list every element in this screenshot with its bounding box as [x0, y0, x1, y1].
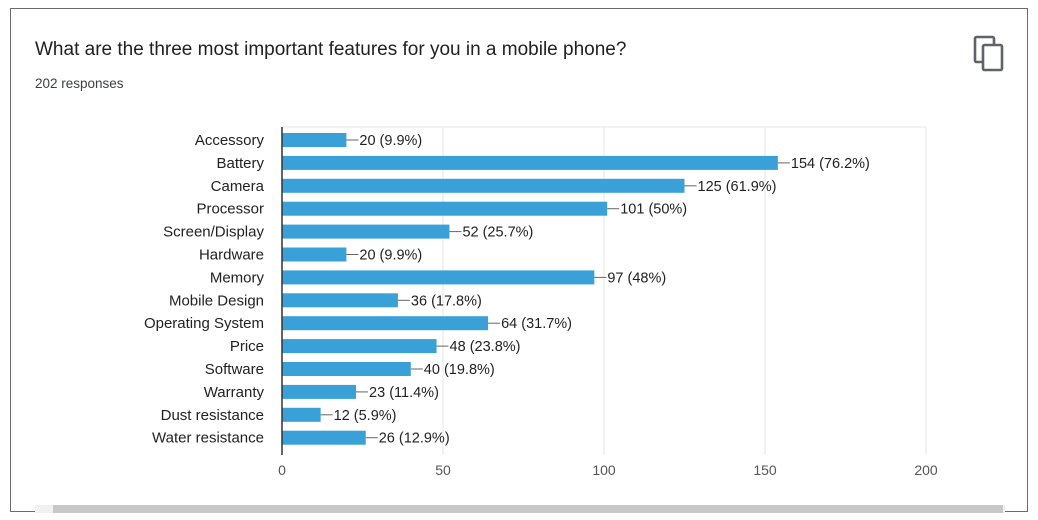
bar [282, 316, 489, 331]
data-label: 48 (23.8%) [450, 339, 521, 355]
bar [282, 270, 595, 285]
data-label: 154 (76.2%) [791, 156, 870, 172]
category-label: Hardware [199, 247, 264, 264]
bar [282, 407, 321, 422]
category-label: Accessory [195, 132, 265, 149]
bar [282, 362, 411, 376]
category-label: Operating System [144, 315, 264, 332]
data-label: 36 (17.8%) [411, 293, 482, 309]
chart-area: 0 50 100 150 200 Accessory 20 (9.9%) Battery 154… [11, 9, 1029, 513]
data-label: 52 (25.7%) [462, 225, 533, 241]
bar [282, 155, 778, 170]
category-label: Dust resistance [161, 407, 264, 424]
bar [282, 201, 608, 216]
data-label: 101 (50%) [620, 202, 687, 218]
category-label: Price [230, 338, 264, 355]
response-count: 202 responses [35, 76, 124, 91]
category-label: Memory [210, 269, 265, 286]
bar [282, 430, 366, 445]
bar [282, 224, 450, 239]
bar [282, 293, 398, 308]
x-tick-label: 200 [914, 462, 938, 478]
category-label: Software [205, 361, 264, 378]
bar [282, 178, 685, 193]
data-label: 40 (19.8%) [424, 362, 495, 378]
category-label: Water resistance [152, 430, 264, 447]
horizontal-scrollbar[interactable] [35, 505, 1005, 513]
question-card: What are the three most important featur… [10, 8, 1029, 513]
category-label: Battery [216, 155, 264, 172]
category-label: Screen/Display [163, 224, 264, 241]
x-tick-label: 100 [592, 462, 616, 478]
question-title: What are the three most important featur… [35, 39, 627, 60]
x-tick-label: 150 [753, 462, 777, 478]
category-label: Mobile Design [169, 292, 264, 309]
bar [282, 339, 437, 354]
bar [282, 384, 357, 399]
data-label: 20 (9.9%) [359, 133, 422, 149]
data-label: 26 (12.9%) [379, 431, 450, 447]
copy-icon [973, 35, 1004, 72]
bar-chart: 0 50 100 150 200 Accessory 20 (9.9%) Battery 154… [144, 126, 938, 478]
data-label: 23 (11.4%) [369, 385, 439, 401]
category-label: Camera [211, 178, 265, 195]
copy-chart-button[interactable] [973, 35, 1007, 73]
bar [282, 133, 347, 147]
category-label: Processor [196, 201, 264, 218]
data-label: 20 (9.9%) [359, 248, 422, 264]
data-label: 125 (61.9%) [698, 179, 777, 195]
x-tick-label: 0 [278, 462, 286, 478]
data-label: 12 (5.9%) [334, 408, 397, 424]
scrollbar-thumb[interactable] [53, 505, 1003, 513]
data-label: 97 (48%) [607, 270, 666, 286]
bar [282, 247, 347, 262]
x-tick-label: 50 [435, 462, 451, 478]
data-label: 64 (31.7%) [501, 316, 572, 332]
category-label: Warranty [204, 384, 265, 401]
